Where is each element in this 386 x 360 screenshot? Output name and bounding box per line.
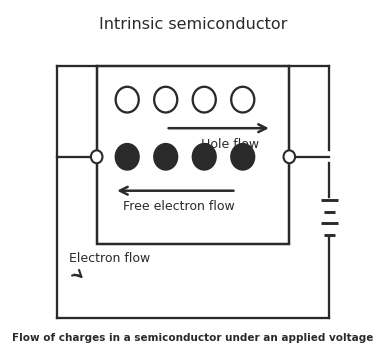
Circle shape	[116, 144, 139, 170]
Circle shape	[193, 144, 216, 170]
Circle shape	[284, 150, 295, 163]
Circle shape	[154, 144, 177, 170]
Text: Electron flow: Electron flow	[69, 252, 151, 265]
Circle shape	[116, 87, 139, 112]
Circle shape	[231, 144, 254, 170]
Text: Flow of charges in a semiconductor under an applied voltage: Flow of charges in a semiconductor under…	[12, 333, 374, 342]
Circle shape	[193, 87, 216, 112]
Circle shape	[91, 150, 102, 163]
Circle shape	[231, 87, 254, 112]
Text: Hole flow: Hole flow	[201, 138, 259, 151]
Circle shape	[154, 87, 177, 112]
Text: Intrinsic semiconductor: Intrinsic semiconductor	[99, 17, 287, 32]
Text: Free electron flow: Free electron flow	[123, 201, 234, 213]
Bar	[97, 66, 289, 244]
